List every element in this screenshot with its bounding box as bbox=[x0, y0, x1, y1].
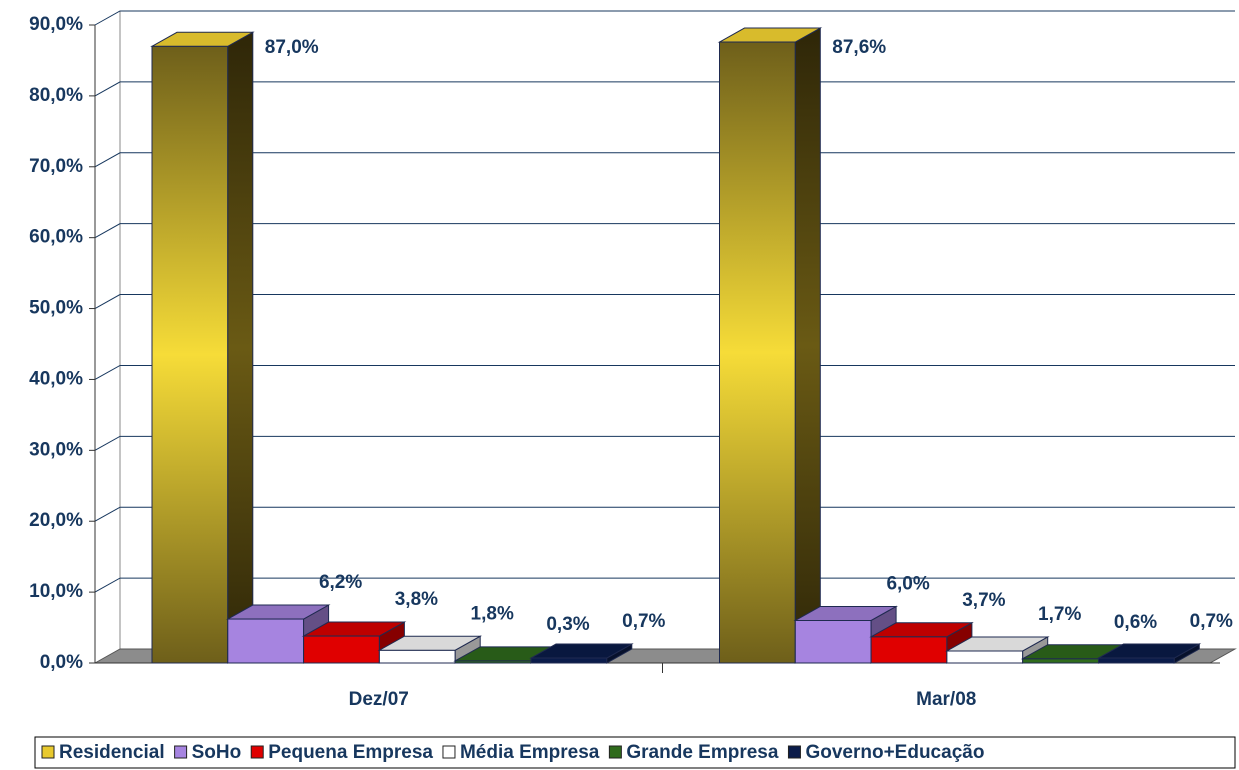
value-label: 0,7% bbox=[1190, 611, 1233, 632]
legend-swatch bbox=[41, 745, 55, 759]
bar-front bbox=[151, 45, 229, 664]
bar-side bbox=[794, 27, 821, 664]
bar-top bbox=[944, 636, 1050, 652]
bar-top bbox=[301, 621, 407, 637]
grid-line bbox=[94, 10, 1235, 26]
bar-top bbox=[529, 643, 634, 659]
bar-top bbox=[869, 622, 974, 638]
value-label: 3,7% bbox=[962, 590, 1005, 611]
y-tick-label: 70,0% bbox=[29, 156, 83, 177]
y-tick-label: 80,0% bbox=[29, 85, 83, 106]
legend-label: Grande Empresa bbox=[626, 742, 778, 763]
x-tick-label: Mar/08 bbox=[916, 689, 976, 710]
y-tick-label: 30,0% bbox=[29, 439, 83, 460]
legend-swatch bbox=[608, 745, 622, 759]
legend-swatch bbox=[250, 745, 264, 759]
legend-label: Governo+Educação bbox=[805, 742, 984, 763]
grid-line bbox=[94, 294, 1235, 309]
bar-front bbox=[1098, 657, 1175, 664]
y-tick-label: 40,0% bbox=[29, 368, 83, 389]
value-label: 6,2% bbox=[319, 572, 362, 593]
value-label: 0,3% bbox=[546, 614, 589, 635]
bar-top bbox=[1096, 643, 1202, 659]
y-tick-label: 90,0% bbox=[29, 14, 83, 35]
bar-top bbox=[150, 31, 255, 47]
y-tick-label: 0,0% bbox=[40, 652, 83, 673]
legend-label: Pequena Empresa bbox=[268, 742, 433, 763]
y-tick-label: 10,0% bbox=[29, 581, 83, 602]
grid-line bbox=[94, 506, 1235, 522]
bar-front bbox=[719, 41, 796, 664]
value-label: 3,8% bbox=[395, 589, 438, 610]
legend-box bbox=[34, 736, 1236, 769]
y-tick-label: 50,0% bbox=[29, 298, 83, 319]
grid-line bbox=[94, 435, 1235, 451]
value-label: 0,6% bbox=[1114, 612, 1157, 633]
bar-front bbox=[378, 649, 456, 664]
bar-front bbox=[1022, 658, 1100, 664]
grid-line bbox=[94, 364, 1235, 380]
legend-swatch bbox=[787, 745, 801, 759]
legend-label: SoHo bbox=[192, 742, 242, 763]
bar-front bbox=[227, 618, 305, 664]
x-tick-label: Dez/07 bbox=[349, 689, 409, 710]
bar-side bbox=[227, 31, 254, 664]
y-tick-label: 60,0% bbox=[29, 227, 83, 248]
bar-top bbox=[717, 27, 823, 43]
grid-line bbox=[94, 577, 1235, 593]
value-label: 6,0% bbox=[886, 573, 929, 594]
grid-line bbox=[94, 81, 1235, 97]
value-label: 1,7% bbox=[1038, 604, 1081, 625]
value-label: 0,7% bbox=[622, 611, 665, 632]
legend-label: Média Empresa bbox=[460, 742, 600, 763]
bar-front bbox=[946, 650, 1024, 664]
bar-front bbox=[870, 636, 948, 664]
bar-front bbox=[794, 619, 872, 664]
bar-front bbox=[303, 635, 380, 664]
value-label: 1,8% bbox=[471, 603, 514, 624]
legend-swatch bbox=[442, 745, 456, 759]
grid-line bbox=[94, 152, 1235, 168]
bar-front bbox=[530, 657, 608, 664]
grid-line bbox=[94, 223, 1235, 239]
legend-label: Residencial bbox=[59, 742, 165, 763]
y-tick-label: 20,0% bbox=[29, 510, 83, 531]
legend-swatch bbox=[174, 745, 188, 759]
bar-top bbox=[225, 604, 331, 620]
value-label: 87,0% bbox=[265, 37, 319, 58]
bar-top bbox=[377, 635, 483, 651]
bar-top bbox=[793, 605, 899, 621]
value-label: 87,6% bbox=[832, 37, 886, 58]
